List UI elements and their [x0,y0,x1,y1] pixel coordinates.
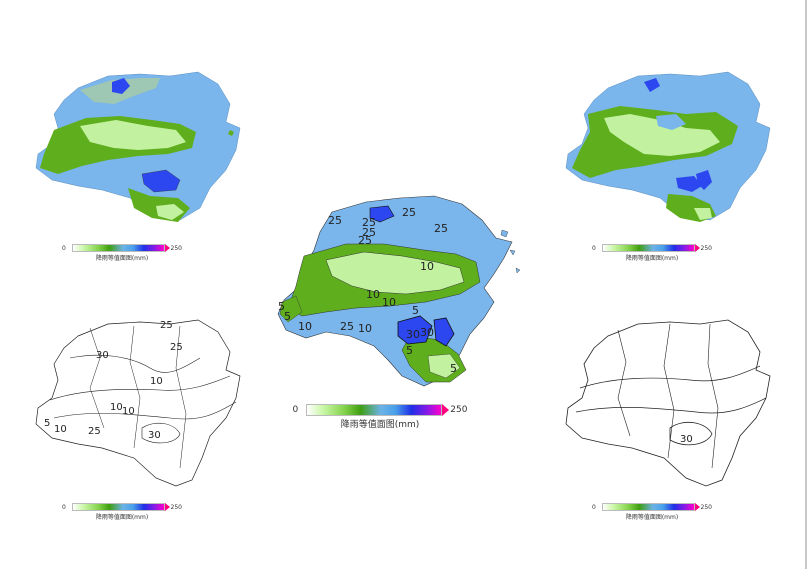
contour-label: 30 [680,434,693,445]
land-outline [35,319,241,487]
contour-label: 30 [148,430,161,441]
darkblue-core [141,169,181,193]
darkblue-east [696,170,712,190]
contour-label: 25 [340,320,354,333]
contour-label: 10 [54,424,67,435]
lightgreen-south [427,353,461,379]
contour-label: 25 [88,426,101,437]
legend-colorbar [601,244,700,252]
contour-line [89,325,187,469]
lightgreen-zone [604,114,720,156]
contour-label: 5 [406,344,413,357]
darkblue-north [369,205,395,223]
map-bottom-right: 30 [560,318,775,490]
legend-min: 0 [592,503,596,511]
legend-max: 250 [170,244,182,252]
legend-center: 0 250 降雨等值面图(mm) [290,404,470,430]
lightgreen-zone [325,251,465,295]
contour-line [49,375,231,401]
legend-min: 0 [292,405,299,415]
legend-top-right: 0 250 降雨等值面图(mm) [592,244,712,262]
lightgreen-south [156,204,184,220]
legend-title: 降雨等值面图(mm) [340,420,420,430]
contour-label: 25 [358,234,372,247]
contour-line [575,397,767,414]
contour-label: 5 [284,310,291,323]
island [228,130,234,136]
green-west [279,295,303,323]
contour-label: 30 [96,350,109,361]
blue-gap [656,114,686,130]
map-center: 25 25 25 25 25 25 10 10 10 5 5 10 25 10 5 30 30 5 5 [270,190,521,390]
contour-label: 10 [122,406,135,417]
legend-title: 降雨等值面图(mm) [95,255,149,262]
contour-line [579,365,761,389]
rainfall-map-filled [565,71,771,222]
contour-label: 5 [44,418,50,429]
land-outline [565,319,771,487]
legend-title: 降雨等值面图(mm) [95,514,149,521]
legend-max: 250 [170,503,182,511]
contour-label: 25 [328,214,342,227]
legend-colorbar [601,503,700,511]
contour-label: 10 [110,402,123,413]
contour-label: 10 [420,260,434,273]
contour-line [617,323,719,469]
legend-bottom-right: 0 250 降雨等值面图(mm) [592,503,712,521]
contour-label: 10 [358,322,372,335]
contour-label: 30 [420,326,434,339]
contour-label: 25 [160,320,173,331]
contour-label: 5 [412,304,419,317]
rainfall-map-filled [35,71,241,222]
legend-top-left: 0 250 降雨等值面图(mm) [62,244,182,262]
legend-min: 0 [592,244,596,252]
contour-label: 5 [278,300,285,313]
lightgreen-south [694,208,712,220]
legend-colorbar [306,404,450,416]
contour-line [69,354,201,373]
contour-label: 10 [382,296,396,309]
legend-title: 降雨等值面图(mm) [625,514,679,521]
darkblue-core [397,315,433,345]
contour-label: 10 [150,376,163,387]
map-bottom-left: 25 30 25 10 10 10 5 10 25 30 [30,318,245,490]
contour-label: 25 [170,342,183,353]
darkblue-north [644,78,660,92]
contour-label: 30 [406,328,420,341]
legend-max: 250 [700,503,712,511]
darkblue-east [433,317,455,347]
contour-line [669,421,713,446]
contour-label: 25 [362,226,376,239]
legend-title: 降雨等值面图(mm) [625,255,679,262]
contour-labels: 30 [680,434,693,445]
contour-label: 10 [298,320,312,333]
legend-bottom-left: 0 250 降雨等值面图(mm) [62,503,182,521]
contour-label: 25 [402,206,416,219]
darkblue-core [676,176,702,192]
rainfall-map-contours: 30 [565,319,771,487]
contour-line [141,422,181,444]
contour-line [53,401,237,420]
contour-label: 25 [362,216,376,229]
contour-label: 10 [366,288,380,301]
contour-label: 5 [450,362,457,375]
darkblue-north [112,78,130,94]
contour-label: 25 [434,222,448,235]
legend-colorbar [71,244,170,252]
legend-min: 0 [62,503,66,511]
legend-max: 250 [450,405,468,415]
lightgreen-zone [80,120,186,150]
legend-min: 0 [62,244,66,252]
map-top-right [560,70,775,230]
map-top-left [30,70,245,230]
legend-colorbar [71,503,170,511]
islands [500,229,521,274]
window-edge [805,0,807,569]
legend-max: 250 [700,244,712,252]
